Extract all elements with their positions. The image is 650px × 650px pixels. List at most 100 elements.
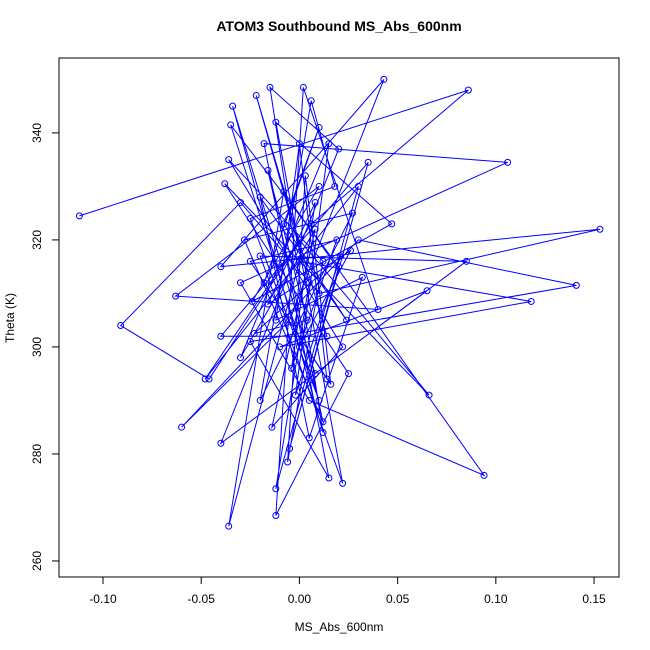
data-point — [227, 121, 235, 129]
data-point — [286, 445, 294, 453]
data-point — [305, 396, 313, 404]
data-line — [79, 79, 601, 527]
data-point — [280, 220, 288, 228]
data-point — [527, 297, 535, 305]
data-point — [462, 257, 470, 265]
data-point — [425, 391, 433, 399]
data-point — [305, 434, 313, 442]
y-axis-title: Theta (K) — [3, 293, 17, 343]
data-point — [266, 83, 274, 91]
y-tick-label: 300 — [30, 337, 44, 357]
data-point — [480, 471, 488, 479]
data-point — [256, 252, 264, 260]
data-point — [348, 209, 356, 217]
data-point — [345, 370, 353, 378]
data-point — [325, 140, 333, 148]
data-point — [319, 429, 327, 437]
data-point — [303, 316, 311, 324]
y-tick-label: 320 — [30, 230, 44, 250]
data-point — [464, 86, 472, 94]
plot-frame — [58, 57, 620, 578]
data-point — [295, 140, 303, 148]
data-point — [272, 511, 280, 519]
data-point — [364, 158, 372, 166]
data-point — [225, 156, 233, 164]
data-point — [268, 423, 276, 431]
data-point — [337, 252, 345, 260]
data-point — [172, 292, 180, 300]
data-point — [358, 273, 366, 281]
data-point — [288, 364, 296, 372]
data-point — [117, 322, 125, 330]
data-point — [311, 198, 319, 206]
data-point — [380, 75, 388, 83]
data-point — [205, 375, 213, 383]
x-tick-label: -0.10 — [89, 592, 117, 606]
x-tick-label: 0.05 — [386, 592, 410, 606]
data-point — [246, 215, 254, 223]
data-point — [572, 281, 580, 289]
chart-title: ATOM3 Southbound MS_Abs_600nm — [216, 18, 461, 34]
data-point — [276, 343, 284, 351]
y-tick-label: 340 — [30, 123, 44, 143]
data-point — [272, 485, 280, 493]
data-point — [331, 182, 339, 190]
data-point — [225, 522, 233, 530]
data-point — [339, 479, 347, 487]
data-point — [323, 332, 331, 340]
data-point — [374, 305, 382, 313]
x-tick-label: 0.10 — [484, 592, 508, 606]
x-axis-title: MS_Abs_600nm — [295, 620, 384, 634]
data-point — [217, 439, 225, 447]
data-point — [301, 172, 309, 180]
y-tick-label: 260 — [30, 551, 44, 571]
data-point — [307, 97, 315, 105]
data-point — [291, 391, 299, 399]
data-point — [256, 396, 264, 404]
data-point — [246, 338, 254, 346]
x-tick-label: 0.15 — [582, 592, 606, 606]
data-point — [178, 423, 186, 431]
data-point — [311, 225, 319, 233]
data-point — [236, 354, 244, 362]
data-point — [319, 257, 327, 265]
data-point — [250, 330, 258, 338]
data-point — [315, 182, 323, 190]
data-point — [260, 279, 268, 287]
data-point — [295, 236, 303, 244]
data-point — [319, 418, 327, 426]
data-point — [236, 279, 244, 287]
data-point — [305, 279, 313, 287]
data-point — [335, 263, 343, 271]
data-point — [256, 193, 264, 201]
data-point — [596, 225, 604, 233]
data-point — [252, 91, 260, 99]
data-point — [354, 182, 362, 190]
data-point — [299, 83, 307, 91]
data-point — [339, 343, 347, 351]
data-point — [343, 316, 351, 324]
data-point — [284, 458, 292, 466]
data-point — [280, 188, 288, 196]
data-point — [333, 236, 341, 244]
data-point — [272, 118, 280, 126]
data-point — [323, 375, 331, 383]
y-tick-label: 280 — [30, 444, 44, 464]
data-point — [272, 316, 280, 324]
data-point — [264, 300, 272, 308]
data-point — [423, 287, 431, 295]
data-point — [307, 220, 315, 228]
data-point — [354, 236, 362, 244]
data-point — [327, 380, 335, 388]
x-tick-label: -0.05 — [188, 592, 216, 606]
data-point — [217, 332, 225, 340]
data-point — [346, 247, 354, 255]
data-point — [260, 140, 268, 148]
data-point — [286, 316, 294, 324]
data-point — [325, 474, 333, 482]
data-point — [75, 212, 83, 220]
data-point — [201, 375, 209, 383]
data-point — [221, 180, 229, 188]
data-point — [388, 220, 396, 228]
